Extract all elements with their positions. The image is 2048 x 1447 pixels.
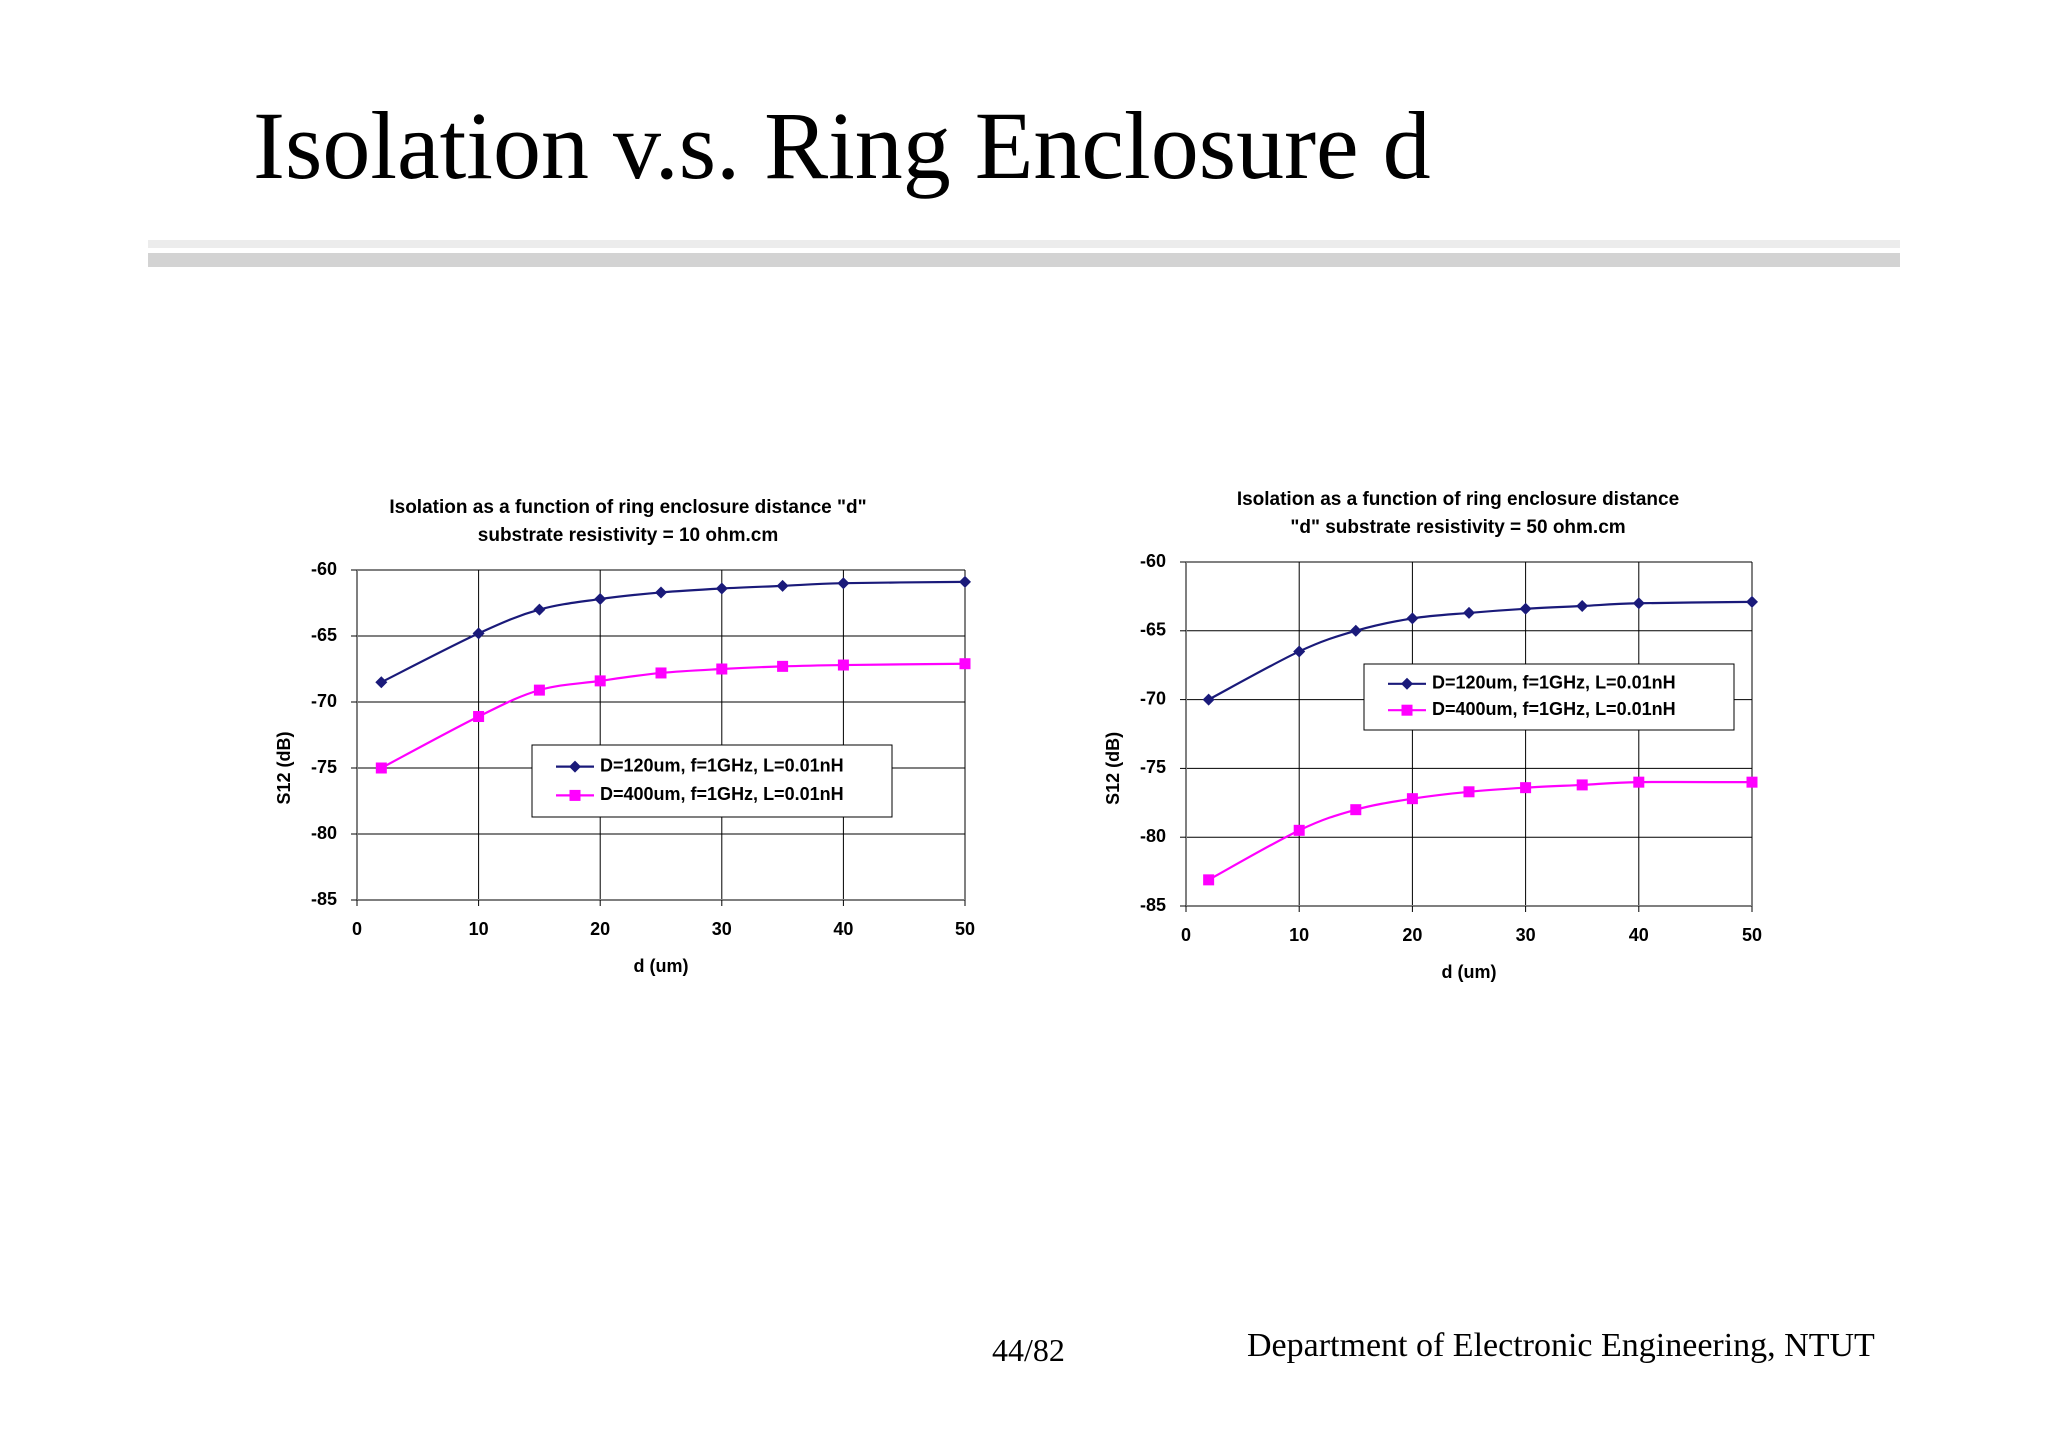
y-tick-label: -85 bbox=[311, 889, 337, 909]
page-number: 44/82 bbox=[992, 1332, 1065, 1368]
square-marker-2 bbox=[533, 684, 545, 696]
square-marker-2 bbox=[1350, 804, 1362, 816]
y-axis-label: S12 (dB) bbox=[1103, 732, 1123, 805]
x-axis-label: d (um) bbox=[1442, 962, 1497, 982]
square-marker-8 bbox=[959, 658, 971, 670]
y-tick-label: -80 bbox=[1140, 826, 1166, 846]
chart-left: Isolation as a function of ring enclosur… bbox=[274, 497, 975, 976]
square-marker-3 bbox=[1406, 793, 1418, 805]
x-tick-label: 30 bbox=[712, 919, 732, 939]
x-tick-label: 10 bbox=[469, 919, 489, 939]
series-2 bbox=[1203, 776, 1758, 886]
diamond-marker-8 bbox=[1746, 595, 1758, 608]
legend-box bbox=[531, 744, 893, 818]
y-tick-label: -70 bbox=[311, 691, 337, 711]
square-marker-8 bbox=[1746, 776, 1758, 788]
square-marker-3 bbox=[594, 675, 606, 687]
square-marker-6 bbox=[777, 660, 789, 672]
y-axis-label: S12 (dB) bbox=[274, 731, 294, 804]
diamond-marker-0 bbox=[1202, 693, 1215, 706]
diamond-marker-3 bbox=[594, 593, 607, 606]
diamond-marker-legend-1 bbox=[569, 760, 581, 773]
x-tick-label: 50 bbox=[1742, 925, 1762, 945]
square-marker-0 bbox=[1203, 874, 1215, 886]
y-tick-label: -60 bbox=[1140, 551, 1166, 571]
x-tick-label: 10 bbox=[1289, 925, 1309, 945]
y-tick-label: -85 bbox=[1140, 895, 1166, 915]
square-marker-1 bbox=[473, 711, 485, 723]
diamond-marker-6 bbox=[776, 579, 789, 592]
diamond-marker-6 bbox=[1576, 600, 1589, 613]
diamond-marker-7 bbox=[837, 577, 850, 590]
square-marker-7 bbox=[837, 659, 849, 671]
chart-title-line-2: "d" substrate resistivity = 50 ohm.cm bbox=[1290, 517, 1625, 538]
series-1 bbox=[1202, 595, 1758, 706]
y-tick-label: -70 bbox=[1140, 688, 1166, 708]
diamond-marker-0 bbox=[375, 676, 388, 689]
x-tick-label: 30 bbox=[1516, 925, 1536, 945]
square-marker-0 bbox=[375, 762, 387, 774]
department-footer: Department of Electronic Engineering, NT… bbox=[1247, 1327, 1875, 1364]
x-tick-label: 40 bbox=[833, 919, 853, 939]
diamond-marker-5 bbox=[715, 582, 728, 595]
square-marker-legend-2 bbox=[1401, 704, 1413, 716]
chart-title-line-1: Isolation as a function of ring enclosur… bbox=[389, 497, 866, 518]
legend-box bbox=[1363, 663, 1735, 731]
square-marker-4 bbox=[655, 667, 667, 679]
diamond-marker-1 bbox=[1293, 645, 1306, 658]
square-marker-5 bbox=[1520, 782, 1532, 794]
diamond-marker-4 bbox=[1463, 606, 1475, 619]
plot-area bbox=[357, 570, 965, 900]
x-tick-label: 50 bbox=[955, 919, 975, 939]
slide-title: Isolation v.s. Ring Enclosure d bbox=[253, 92, 1431, 199]
square-marker-1 bbox=[1293, 824, 1305, 836]
legend: D=120um, f=1GHz, L=0.01nH D=400um, f=1GHz… bbox=[531, 744, 893, 818]
diamond-marker-5 bbox=[1519, 602, 1532, 615]
title-divider-thin bbox=[148, 240, 1900, 248]
chart-title-line-1: Isolation as a function of ring enclosur… bbox=[1237, 489, 1679, 510]
x-axis-label: d (um) bbox=[634, 956, 689, 976]
diamond-marker-4 bbox=[655, 586, 667, 599]
diamond-marker-2 bbox=[1349, 624, 1362, 637]
x-tick-label: 20 bbox=[590, 919, 610, 939]
diamond-marker-7 bbox=[1632, 597, 1645, 610]
diamond-marker-1 bbox=[472, 627, 485, 640]
y-tick-label: -65 bbox=[311, 625, 337, 645]
x-tick-label: 0 bbox=[352, 919, 362, 939]
diamond-marker-3 bbox=[1406, 612, 1419, 625]
chart-title-line-2: substrate resistivity = 10 ohm.cm bbox=[478, 525, 778, 546]
legend: D=120um, f=1GHz, L=0.01nH D=400um, f=1GHz… bbox=[1363, 663, 1735, 731]
diamond-marker-legend-1 bbox=[1401, 677, 1413, 690]
legend-label-2: D=400um, f=1GHz, L=0.01nH bbox=[600, 784, 844, 804]
series-1 bbox=[375, 575, 971, 689]
legend-label-1: D=120um, f=1GHz, L=0.01nH bbox=[1432, 673, 1676, 693]
legend-label-2: D=400um, f=1GHz, L=0.01nH bbox=[1432, 699, 1676, 719]
y-tick-label: -75 bbox=[1140, 757, 1166, 777]
diamond-marker-8 bbox=[959, 575, 971, 588]
square-marker-legend-2 bbox=[569, 789, 581, 801]
square-marker-7 bbox=[1633, 776, 1645, 788]
diamond-marker-2 bbox=[533, 603, 546, 616]
y-tick-label: -65 bbox=[1140, 620, 1166, 640]
x-tick-label: 40 bbox=[1629, 925, 1649, 945]
y-tick-label: -80 bbox=[311, 823, 337, 843]
chart-right: Isolation as a function of ring enclosur… bbox=[1103, 489, 1762, 982]
y-tick-label: -75 bbox=[311, 757, 337, 777]
legend-label-1: D=120um, f=1GHz, L=0.01nH bbox=[600, 755, 844, 775]
square-marker-5 bbox=[716, 663, 728, 675]
square-marker-4 bbox=[1463, 786, 1475, 798]
plot-area bbox=[1186, 562, 1752, 906]
x-tick-label: 0 bbox=[1181, 925, 1191, 945]
series-2 bbox=[375, 658, 971, 774]
square-marker-6 bbox=[1576, 779, 1588, 791]
x-tick-label: 20 bbox=[1402, 925, 1422, 945]
y-tick-label: -60 bbox=[311, 559, 337, 579]
title-divider-thick bbox=[148, 253, 1900, 267]
